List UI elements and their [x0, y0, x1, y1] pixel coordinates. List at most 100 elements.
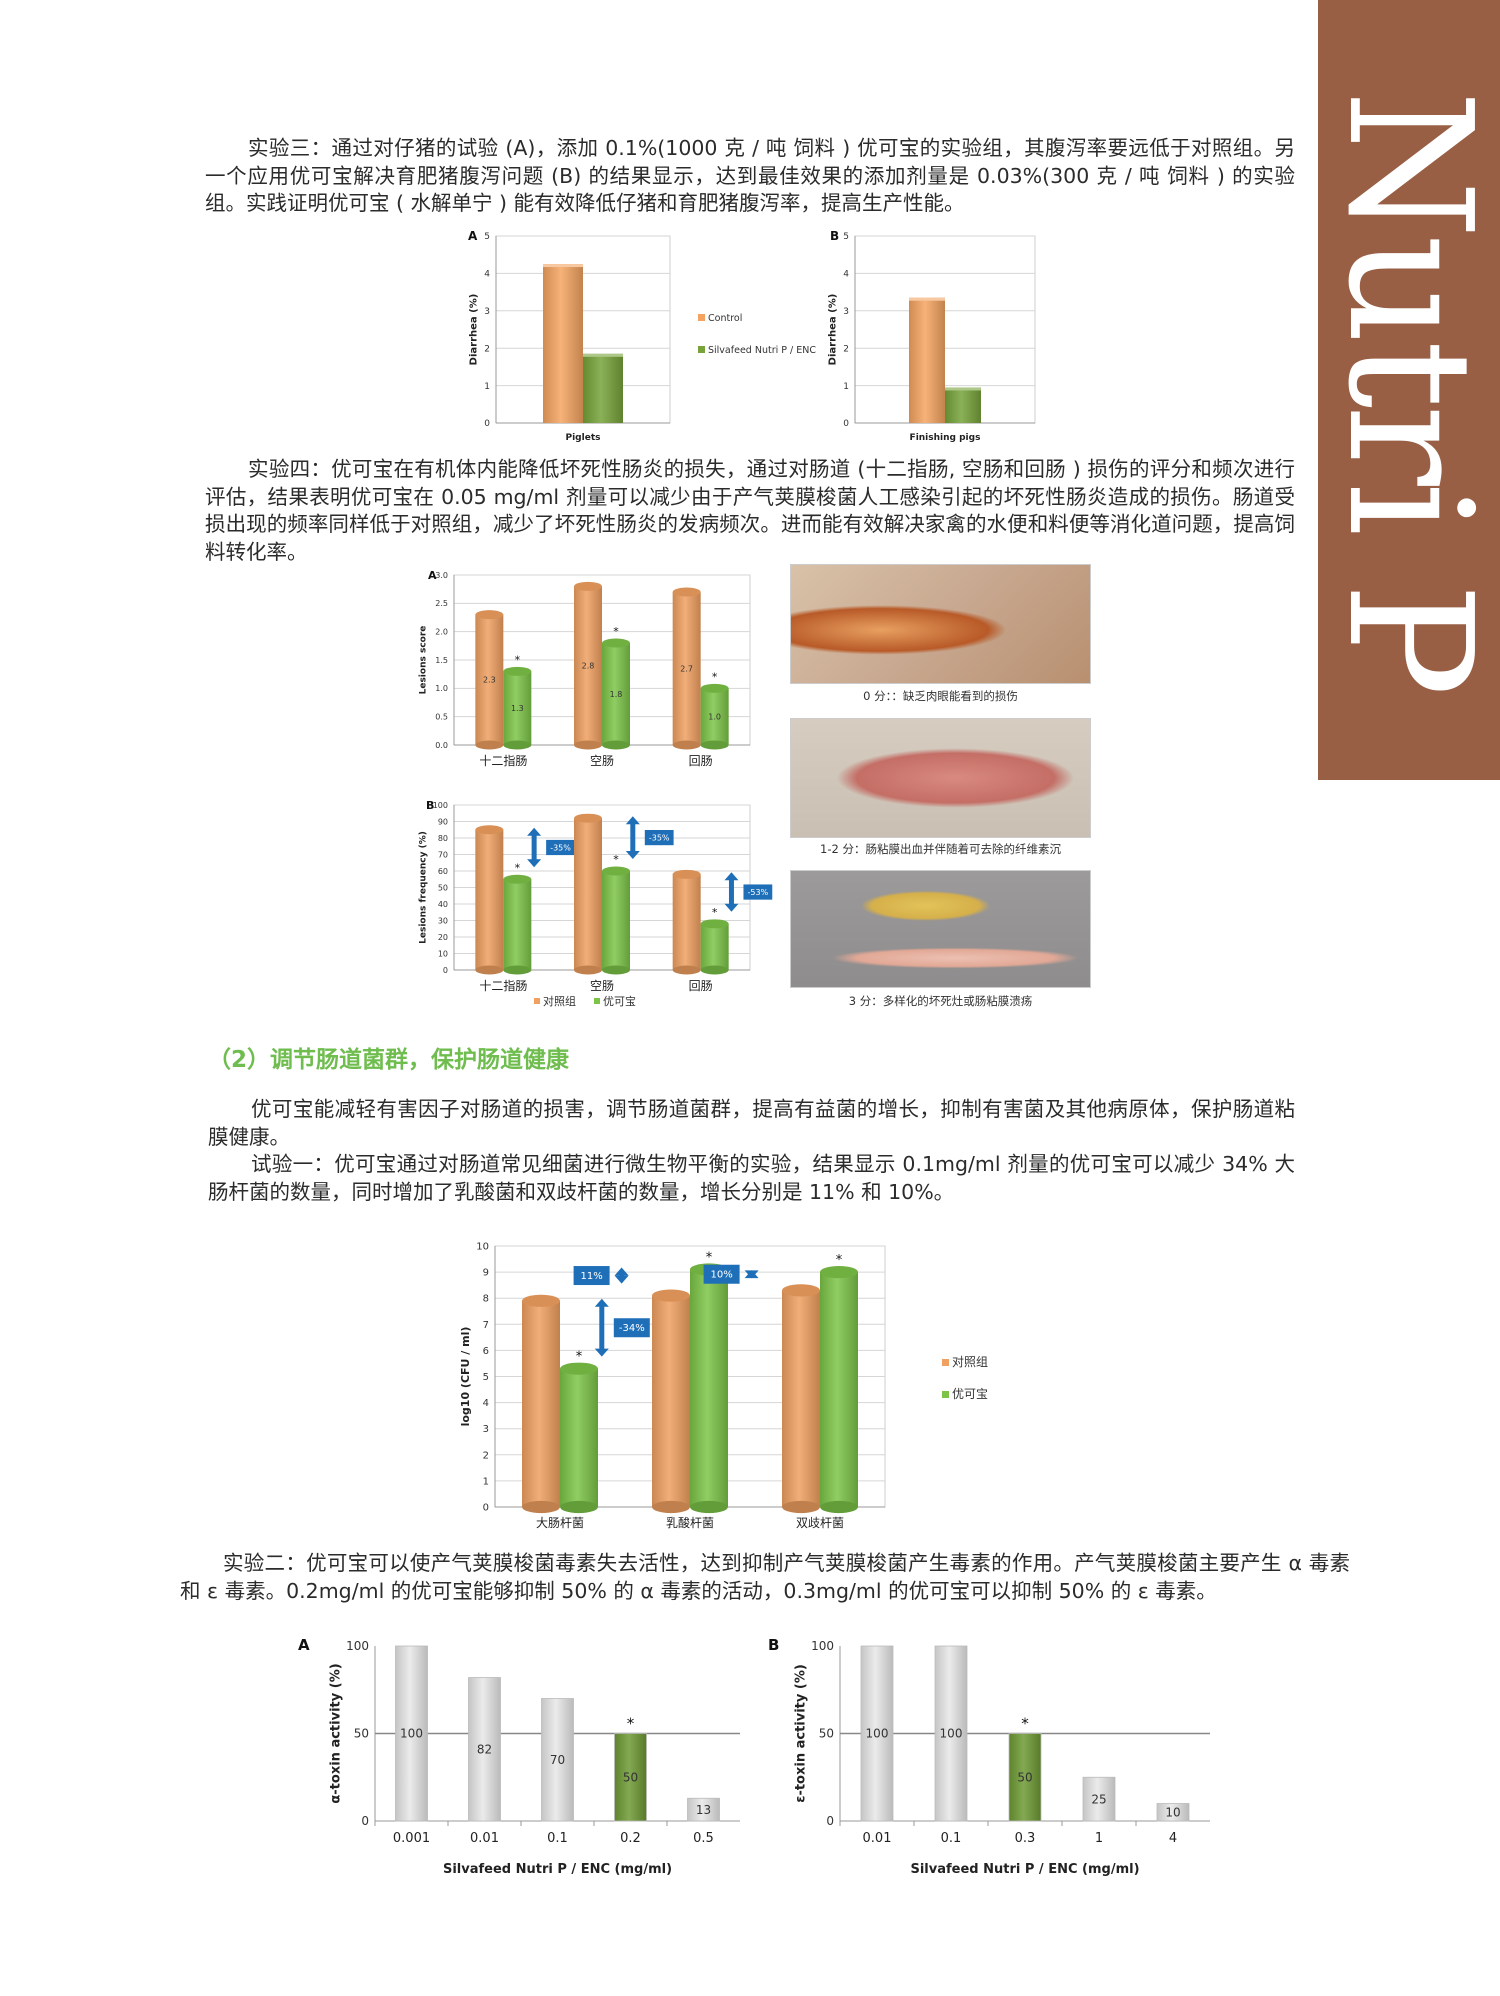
significance-marker: *	[836, 1253, 843, 1268]
arrow-head	[625, 851, 640, 859]
y-tick-label: 1.5	[435, 656, 448, 665]
data-label: 100	[400, 1727, 423, 1741]
legend-label: 优可宝	[603, 994, 636, 1008]
y-axis-label: Diarrhea (%)	[469, 294, 480, 366]
bar-top	[475, 825, 504, 835]
y-axis-label: ε-toxin activity (%)	[793, 1664, 808, 1803]
y-tick-label: 0.0	[435, 741, 448, 750]
annotation-label: -53%	[748, 888, 769, 897]
significance-marker: *	[1021, 1715, 1029, 1733]
arrow-head	[594, 1298, 609, 1307]
brand-side-band	[1318, 0, 1500, 780]
y-tick-label: 7	[483, 1320, 489, 1331]
y-tick-label: 3	[843, 307, 849, 317]
y-tick-label: 0	[361, 1814, 369, 1828]
y-tick-label: 2.5	[435, 599, 448, 608]
data-label: 10	[1165, 1805, 1180, 1819]
brand-title: Nutri P	[1310, 90, 1500, 693]
significance-marker: *	[627, 1715, 635, 1733]
legend-label: 对照组	[543, 994, 576, 1008]
bar-top	[672, 587, 701, 597]
bar	[687, 1797, 720, 1822]
bar-base	[560, 1500, 598, 1514]
y-axis-label: Lesions frequency (%)	[419, 831, 429, 944]
bar-base	[672, 740, 701, 750]
bar	[860, 1645, 894, 1822]
arrow-head	[614, 1267, 629, 1276]
y-tick-label: 20	[438, 933, 448, 942]
bar-base	[503, 965, 532, 975]
bar-base	[522, 1500, 560, 1514]
bar-top	[475, 610, 504, 620]
x-tick-label: 0.01	[863, 1831, 892, 1846]
arrow-head	[614, 1275, 629, 1284]
legend-swatch	[942, 1359, 949, 1366]
bar	[574, 586, 602, 745]
data-label: 50	[1017, 1770, 1032, 1784]
data-label: 70	[550, 1753, 565, 1767]
chart-epsilon-toxin: 0 50 100 ε-toxin activity (%) B 0.01 100 0.1 100…	[760, 1636, 1210, 1881]
y-tick-label: 4	[483, 1398, 489, 1409]
bar-base	[503, 740, 532, 750]
x-tick-label: 1	[1095, 1831, 1103, 1846]
panel-label: B	[426, 799, 434, 812]
legend-label: 对照组	[952, 1355, 988, 1369]
photo-caption: 0 分：：缺乏肉眼能看到的损伤	[863, 689, 1018, 703]
annotation-label: 10%	[710, 1270, 732, 1281]
x-tick-label: 乳酸杆菌	[666, 1515, 714, 1530]
bar	[503, 879, 532, 970]
arrow-head	[625, 816, 640, 825]
bar	[602, 643, 630, 745]
y-tick-label: 0	[843, 419, 849, 429]
significance-marker: *	[712, 906, 718, 919]
y-tick-label: 90	[438, 817, 448, 826]
bar-top	[574, 813, 602, 823]
chart-svg: 0 1 2 3 4 5 6 7 8 9 10 log10 (CFU / ml) 大肠杆菌 * -34% 乳酸杆…	[459, 1242, 988, 1531]
x-tick-label: 0.2	[620, 1831, 641, 1846]
y-tick-label: 100	[811, 1639, 834, 1653]
significance-marker: *	[613, 625, 619, 638]
y-tick-label: 10	[438, 949, 448, 958]
bar-base	[820, 1500, 858, 1514]
significance-marker: *	[712, 670, 718, 683]
annotation-box	[613, 1318, 650, 1338]
arrow-head	[594, 1348, 609, 1357]
significance-marker: *	[613, 853, 619, 866]
annotation-label: -35%	[649, 833, 670, 842]
photo-caption: 3 分：多样化的坏死灶或肠粘膜溃疡	[848, 994, 1033, 1008]
y-tick-label: 5	[843, 232, 849, 242]
y-tick-label: 4	[484, 270, 490, 280]
bar	[614, 1733, 647, 1822]
bar	[574, 818, 602, 970]
paragraph-experiment-3: 实验三：通过对仔猪的试验 (A)，添加 0.1%(1000 克 / 吨 饲料 )…	[205, 136, 1295, 215]
bar	[700, 923, 729, 970]
data-label: 1.0	[708, 712, 721, 721]
annotation-label: 11%	[580, 1271, 602, 1282]
panel-label: A	[298, 1636, 310, 1654]
y-tick-label: 1	[843, 382, 849, 392]
bar	[672, 874, 701, 970]
bar	[934, 1645, 968, 1822]
bar-top	[909, 297, 945, 301]
bar-base	[782, 1500, 820, 1514]
x-tick-label: 空肠	[590, 979, 614, 993]
annotation-box	[703, 1264, 740, 1284]
y-tick-label: 3.0	[435, 571, 448, 580]
y-tick-label: 4	[843, 270, 849, 280]
chart-svg: 0.0 0.5 1.0 1.5 2.0 2.5 3.0 Lesions score A 十二指肠 2…	[419, 569, 751, 768]
x-axis-label: Silvafeed Nutri P / ENC (mg/ml)	[910, 1862, 1139, 1877]
y-tick-label: 8	[483, 1294, 489, 1305]
y-tick-label: 0	[826, 1814, 834, 1828]
arrow-head	[744, 1270, 759, 1279]
x-tick-label: Finishing pigs	[910, 433, 981, 443]
arrow-head	[527, 859, 542, 868]
y-tick-label: 0	[483, 1503, 489, 1514]
bar-top	[574, 581, 602, 591]
chart-alpha-toxin: 0 50 100 α-toxin activity (%) A 0.001 100 0.01 8…	[290, 1636, 740, 1881]
significance-marker: *	[515, 653, 521, 666]
arrow-head	[724, 872, 739, 881]
paragraph-trial-1: 试验一：优可宝通过对肠道常见细菌进行微生物平衡的实验，结果显示 0.1mg/ml…	[208, 1152, 1295, 1204]
x-tick-label: Piglets	[566, 433, 601, 443]
bar-base	[602, 740, 630, 750]
panel-label: A	[468, 229, 478, 243]
